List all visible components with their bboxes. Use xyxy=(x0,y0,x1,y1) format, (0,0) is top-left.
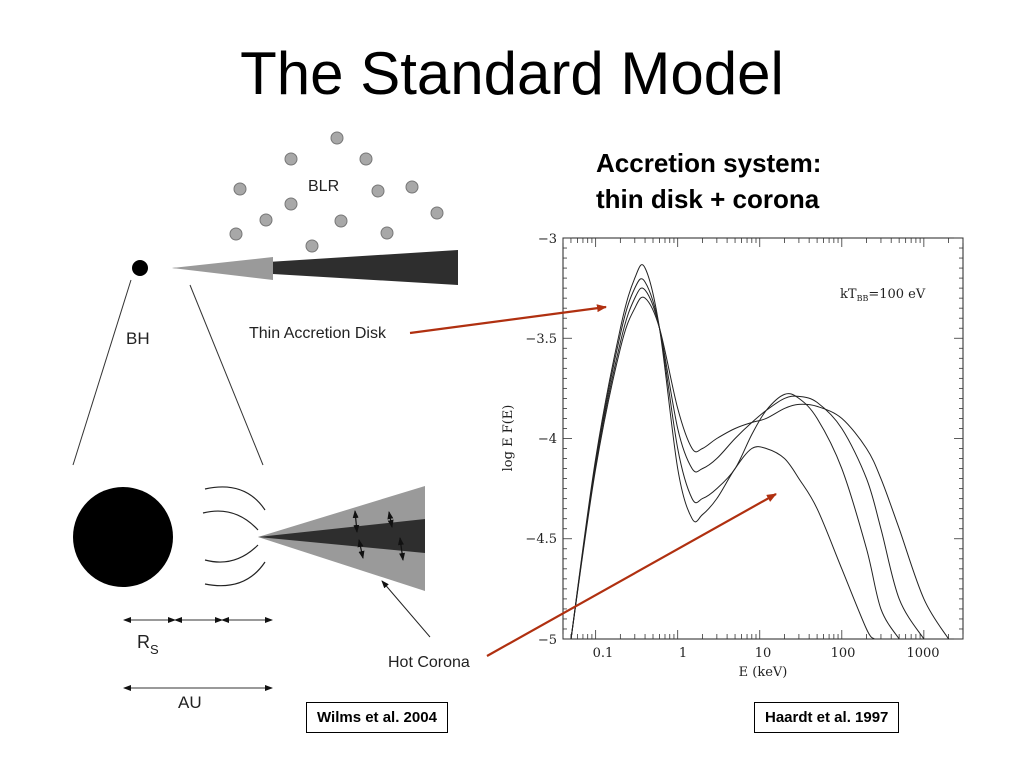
spectrum-series-3 xyxy=(570,278,900,640)
plot-subtitle: Accretion system: thin disk + corona xyxy=(596,145,821,217)
au-label: AU xyxy=(178,693,202,712)
spectrum-series-2 xyxy=(570,287,925,640)
x-axis-label: E (keV) xyxy=(739,665,788,680)
y-axis-label: log E F(E) xyxy=(501,405,516,472)
photon-arrows xyxy=(352,510,406,561)
y-minor-ticks xyxy=(563,237,963,640)
x-minor-ticks xyxy=(562,238,964,639)
blr-cloud xyxy=(334,214,348,228)
citation-haardt: Haardt et al. 1997 xyxy=(754,702,900,733)
annotation-main: kT xyxy=(840,287,857,302)
blr-cloud xyxy=(229,227,243,241)
x-tick-label: 10 xyxy=(755,646,772,661)
scale-arrows xyxy=(123,617,273,691)
blr-cloud xyxy=(259,213,273,227)
blr-cloud xyxy=(371,184,385,198)
blr-cloud xyxy=(330,131,344,145)
blr-cloud xyxy=(284,152,298,166)
corona-label: Hot Corona xyxy=(388,654,470,671)
blr-clouds xyxy=(229,131,444,253)
blr-cloud xyxy=(405,180,419,194)
citation-wilms: Wilms et al. 2004 xyxy=(306,702,448,733)
y-tick-label: −3.5 xyxy=(525,332,557,347)
spectrum-series-4 xyxy=(570,264,875,640)
corona-disk xyxy=(258,486,425,591)
disk-arrow xyxy=(409,304,607,335)
subtitle-line-2: thin disk + corona xyxy=(596,184,820,214)
spectrum-plot: 0.1 1 10 100 1000 −3 −3.5 −4 −4.5 −5 E (… xyxy=(501,232,964,680)
corona-arrow xyxy=(486,493,777,657)
corona-pointer xyxy=(381,580,431,638)
rs-main: R xyxy=(137,632,150,652)
black-hole-large xyxy=(73,487,173,587)
y-tick-labels: −3 −3.5 −4 −4.5 −5 xyxy=(525,232,557,648)
y-tick-label: −3 xyxy=(538,232,557,247)
spectrum-series-1 xyxy=(570,296,950,640)
x-tick-labels: 0.1 1 10 100 1000 xyxy=(593,646,940,661)
agn-schematic: BLR BH Thin Accretion Disk Hot C xyxy=(72,131,470,712)
bh-label: BH xyxy=(126,329,150,348)
x-tick-label: 100 xyxy=(831,646,856,661)
y-tick-label: −5 xyxy=(538,633,557,648)
rs-label: RS xyxy=(137,632,159,657)
series-layer xyxy=(570,264,950,640)
x-tick-label: 0.1 xyxy=(593,646,614,661)
x-tick-label: 1 xyxy=(679,646,687,661)
y-tick-label: −4 xyxy=(538,432,557,447)
blr-cloud xyxy=(430,206,444,220)
zoom-line-right xyxy=(189,284,264,466)
y-tick-label: −4.5 xyxy=(525,532,557,547)
black-hole-small xyxy=(132,260,148,276)
zoom-line-left xyxy=(72,279,132,466)
thin-disk-small xyxy=(172,250,458,285)
blr-cloud xyxy=(359,152,373,166)
blr-cloud xyxy=(233,182,247,196)
blr-cloud xyxy=(305,239,319,253)
x-tick-label: 1000 xyxy=(906,646,939,661)
blr-cloud xyxy=(380,226,394,240)
slide-title: The Standard Model xyxy=(240,40,784,107)
disk-label: Thin Accretion Disk xyxy=(249,325,387,342)
field-loops xyxy=(202,486,266,587)
subtitle-line-1: Accretion system: xyxy=(596,148,822,178)
rs-subscript: S xyxy=(150,642,159,657)
temperature-annotation: kTBB=100 eV xyxy=(840,287,926,303)
annotation-tail: =100 eV xyxy=(868,287,926,302)
blr-cloud xyxy=(284,197,298,211)
blr-label: BLR xyxy=(308,178,339,195)
annotation-subscript: BB xyxy=(857,294,869,303)
